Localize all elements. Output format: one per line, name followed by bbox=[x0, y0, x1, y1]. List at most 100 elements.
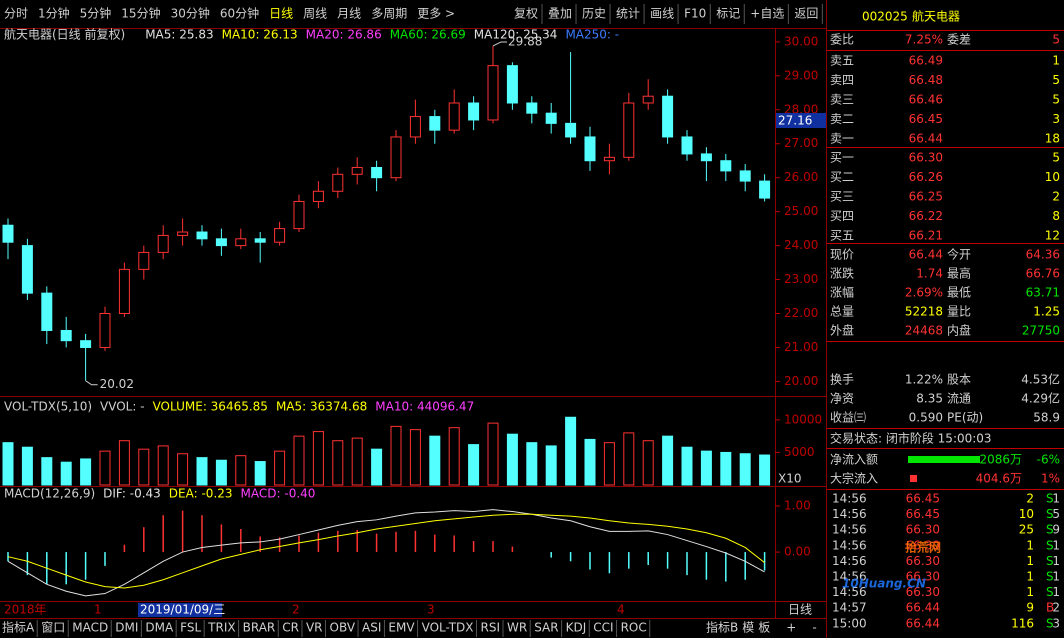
volume-bar bbox=[21, 446, 33, 486]
quote-cell: 净资 bbox=[830, 392, 854, 406]
indicator-tab[interactable]: 模 bbox=[742, 621, 754, 635]
tick-side: S bbox=[1046, 554, 1054, 568]
indicator-tab[interactable]: SAR bbox=[534, 621, 558, 635]
indicator-tab[interactable]: + bbox=[786, 621, 796, 635]
quote-cell: 最低 bbox=[947, 286, 971, 300]
indicator-tab[interactable]: 板 bbox=[758, 621, 770, 635]
indicator-tab[interactable]: CR bbox=[282, 621, 299, 635]
indicator-tab[interactable]: ASI bbox=[362, 621, 381, 635]
volume-bar bbox=[138, 448, 150, 486]
period-tab[interactable]: 更多 > bbox=[417, 7, 455, 21]
indicator-tab[interactable]: KDJ bbox=[566, 621, 587, 635]
watermark: 拾荒网 bbox=[905, 540, 941, 555]
volume-bar bbox=[584, 438, 596, 486]
tick-price: 66.44 bbox=[906, 616, 940, 630]
tool-button[interactable]: 返回 bbox=[794, 7, 818, 21]
candle-body bbox=[506, 65, 518, 104]
quote-cell: 64.36 bbox=[1026, 248, 1060, 262]
quote-cell: 净流入额 bbox=[830, 453, 878, 467]
quote-cell: 1.22% bbox=[905, 373, 943, 387]
quote-cell: 4.53亿 bbox=[1021, 372, 1060, 387]
period-tab[interactable]: 30分钟 bbox=[171, 6, 210, 21]
indicator-tab[interactable]: 指标B bbox=[706, 620, 738, 635]
candle-body bbox=[642, 95, 654, 104]
indicator-tab[interactable]: 指标A bbox=[2, 620, 35, 635]
tool-button[interactable]: 历史 bbox=[582, 7, 606, 21]
tool-button[interactable]: 统计 bbox=[616, 7, 640, 21]
tool-button[interactable]: F10 bbox=[684, 7, 706, 21]
quote-cell: 大宗流入 bbox=[830, 471, 878, 486]
period-tab[interactable]: 多周期 bbox=[371, 7, 407, 21]
period-tab[interactable]: 分时 bbox=[4, 7, 28, 21]
indicator-tab[interactable]: RSI bbox=[481, 621, 501, 635]
volume-bar bbox=[196, 457, 208, 486]
quote-cell: 涨跌 bbox=[830, 266, 854, 281]
indicator-tab[interactable]: CCI bbox=[593, 621, 613, 635]
quote-cell: 18 bbox=[1045, 132, 1060, 146]
tick-count: 1 bbox=[1052, 570, 1060, 584]
volume-bar bbox=[332, 440, 344, 486]
tick-time: 14:56 bbox=[832, 585, 867, 599]
period-tab[interactable]: 1分钟 bbox=[38, 6, 70, 21]
indicator-tab[interactable]: TRIX bbox=[207, 621, 235, 635]
quote-cell: 换手 bbox=[830, 373, 854, 387]
tool-button[interactable]: +自选 bbox=[750, 7, 784, 21]
indicator-tab[interactable]: WR bbox=[507, 621, 527, 635]
volume-bar bbox=[487, 422, 499, 486]
indicator-tab[interactable]: DMA bbox=[145, 621, 174, 635]
indicator-tab[interactable]: EMV bbox=[388, 621, 415, 635]
volume-bar bbox=[60, 461, 72, 486]
indicator-tab[interactable]: FSL bbox=[180, 621, 201, 635]
period-tab[interactable]: 60分钟 bbox=[220, 6, 259, 21]
tool-button[interactable]: 画线 bbox=[650, 7, 674, 21]
tick-time: 14:56 bbox=[832, 570, 867, 584]
quote-cell: 1 bbox=[1052, 54, 1060, 68]
indicator-tab[interactable]: 窗口 bbox=[41, 621, 65, 635]
candle-body bbox=[603, 156, 615, 162]
candle-body bbox=[254, 238, 266, 243]
period-tab[interactable]: 15分钟 bbox=[121, 6, 160, 21]
volume-bar bbox=[215, 459, 227, 486]
candle-body bbox=[351, 167, 363, 175]
period-tab[interactable]: 周线 bbox=[303, 7, 327, 21]
quote-cell: 0.590 bbox=[909, 411, 943, 425]
candle-body bbox=[487, 65, 499, 121]
candle-body bbox=[429, 116, 441, 131]
candle-body bbox=[177, 231, 189, 236]
indicator-tab[interactable]: BRAR bbox=[243, 621, 276, 635]
indicator-tab[interactable]: - bbox=[812, 621, 816, 635]
indicator-tab[interactable]: OBV bbox=[330, 621, 356, 635]
tick-time: 14:56 bbox=[832, 554, 867, 568]
ma-label: MA10: 26.13 bbox=[222, 28, 298, 42]
tick-price: 66.30 bbox=[906, 585, 940, 599]
date-label: 1 bbox=[94, 603, 102, 617]
quote-cell: 66.49 bbox=[909, 54, 943, 68]
quote-cell: 总量 bbox=[830, 305, 854, 319]
candle-body bbox=[99, 313, 111, 348]
period-tab[interactable]: 日线 bbox=[269, 7, 293, 21]
tool-button[interactable]: 叠加 bbox=[548, 7, 572, 21]
quote-cell: 买五 bbox=[830, 229, 854, 243]
stock-name: 航天电器 bbox=[912, 9, 960, 24]
period-tab[interactable]: 5分钟 bbox=[80, 6, 112, 21]
candle-body bbox=[584, 136, 596, 162]
watermark: 10Huang.CN bbox=[842, 577, 926, 591]
indicator-tab[interactable]: VR bbox=[306, 621, 323, 635]
quote-cell: 5 bbox=[1052, 151, 1060, 165]
tool-button[interactable]: 复权 bbox=[514, 7, 538, 21]
unit-label: X10 bbox=[778, 472, 802, 486]
period-tab[interactable]: 月线 bbox=[337, 7, 361, 21]
indicator-tab[interactable]: ROC bbox=[621, 621, 647, 635]
indicator-tab[interactable]: MACD bbox=[72, 621, 108, 635]
volume-bar bbox=[545, 445, 557, 486]
macd-header: DIF: -0.43 bbox=[103, 487, 161, 501]
indicator-tab[interactable]: VOL-TDX bbox=[422, 621, 474, 635]
tool-button[interactable]: 标记 bbox=[716, 7, 740, 21]
candle-body bbox=[138, 251, 150, 270]
low-label: 20.02 bbox=[100, 377, 134, 391]
quote-cell: 66.44 bbox=[909, 132, 943, 146]
indicator-tab[interactable]: DMI bbox=[115, 621, 138, 635]
y-tick-label: 23.00 bbox=[784, 272, 818, 286]
tick-volume: 1 bbox=[1026, 538, 1034, 552]
tick-time: 14:57 bbox=[832, 601, 867, 615]
